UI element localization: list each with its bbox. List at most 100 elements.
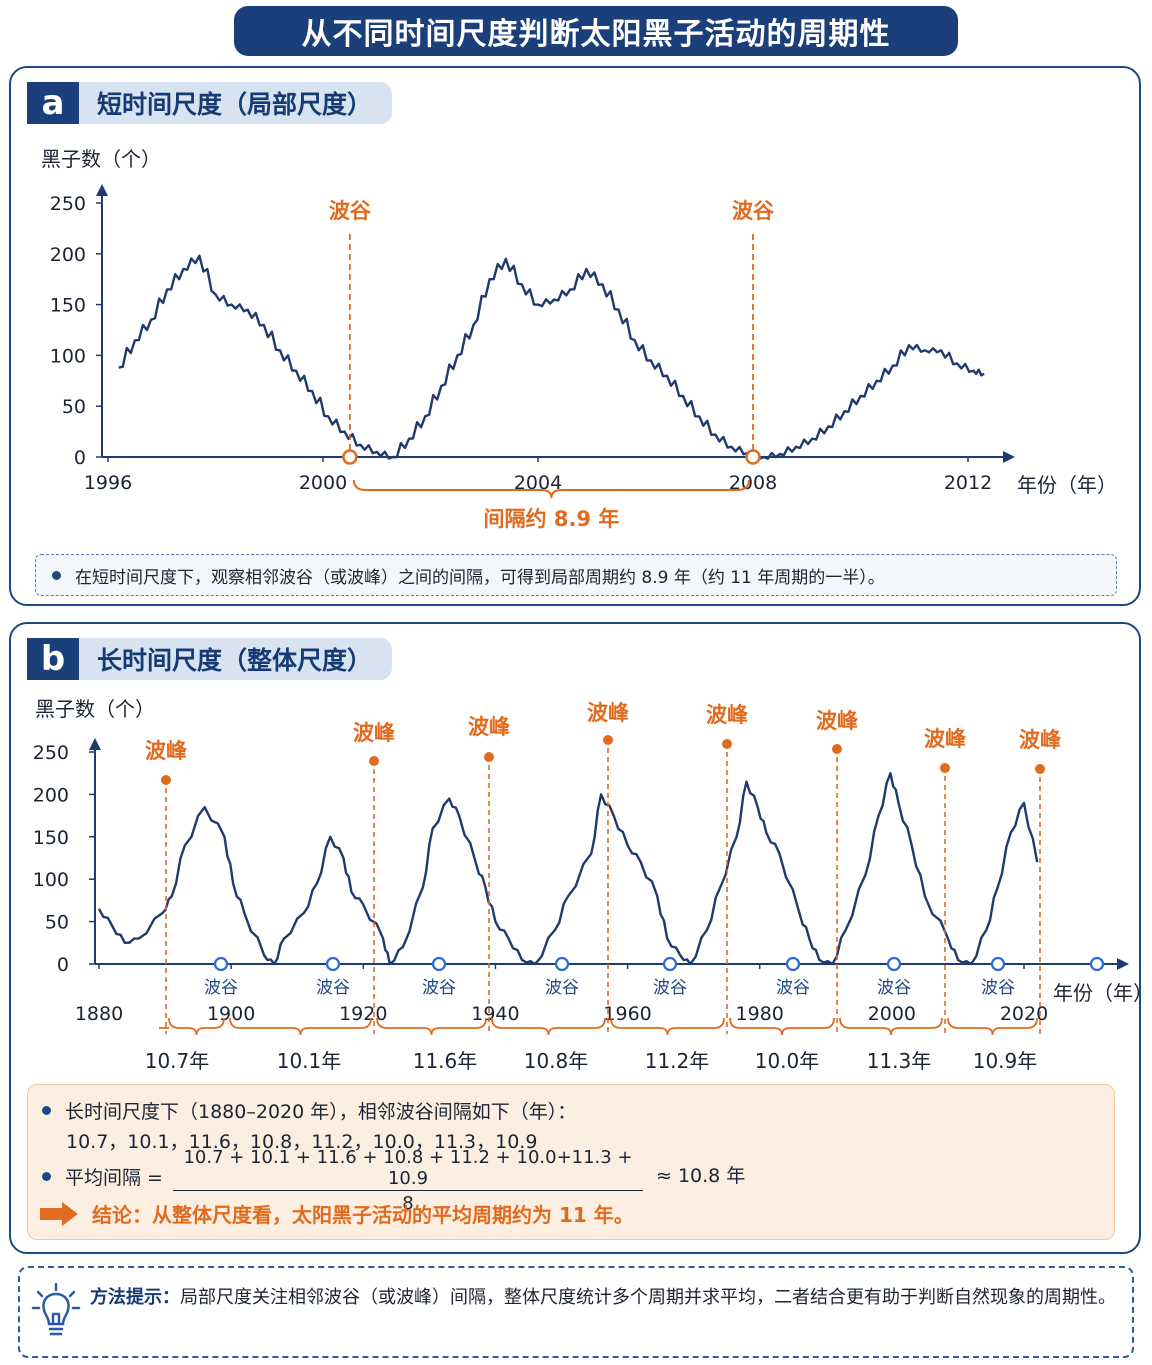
bullet-icon <box>52 570 61 580</box>
y-tick-label: 150 <box>50 295 86 317</box>
panel-a-note: 在短时间尺度下，观察相邻波谷（或波峰）之间的间隔，可得到局部周期约 8.9 年（… <box>35 554 1117 596</box>
trough-marker <box>662 956 678 972</box>
x-tick-label: 1880 <box>75 1003 123 1025</box>
trough-label: 波谷 <box>545 978 579 998</box>
trough-marker <box>554 956 570 972</box>
peak-marker <box>832 744 842 754</box>
x-tick-label: 2004 <box>514 472 562 494</box>
peak-marker <box>940 763 950 773</box>
interval-label: 10.8年 <box>524 1049 589 1073</box>
interval-label: 间隔约 8.9 年 <box>484 507 620 531</box>
trough-label: 波谷 <box>204 978 238 998</box>
y-tick-label: 150 <box>33 827 69 849</box>
summary-line-2: 10.7，10.1，11.6，10.8，11.2，10.0，11.3，10.9 <box>66 1131 538 1153</box>
panel-a-header: a 短时间尺度（局部尺度） <box>27 82 393 124</box>
x-tick-label: 1996 <box>84 472 132 494</box>
average-result: ≈ 10.8 年 <box>656 1165 746 1187</box>
peak-marker <box>1035 764 1045 774</box>
panel-b-title: 长时间尺度（整体尺度） <box>79 638 393 680</box>
y-tick-label: 0 <box>74 447 86 469</box>
trough-marker <box>342 449 358 465</box>
panel-a-badge: a <box>27 82 79 124</box>
average-fraction: 10.7 + 10.1 + 11.6 + 10.8 + 11.2 + 10.0+… <box>173 1147 643 1214</box>
y-tick-label: 100 <box>50 345 86 367</box>
summary-box: 长时间尺度下（1880–2020 年），相邻波谷间隔如下（年）： 10.7，10… <box>27 1084 1115 1240</box>
trough-label: 波谷 <box>732 199 775 223</box>
tip-body: 局部尺度关注相邻波谷（或波峰）间隔，整体尺度统计多个周期并求平均，二者结合更有助… <box>180 1287 1116 1308</box>
trough-label: 波谷 <box>329 199 372 223</box>
interval-brace <box>947 1017 1038 1036</box>
sunspot-curve-short <box>118 254 985 460</box>
panel-a-title: 短时间尺度（局部尺度） <box>79 82 393 124</box>
avg-label-text: 平均间隔 = <box>65 1167 163 1189</box>
trough-label: 波谷 <box>981 978 1015 998</box>
trough-label: 波谷 <box>653 978 687 998</box>
trough-marker <box>785 956 801 972</box>
trough-marker <box>990 956 1006 972</box>
page-title: 从不同时间尺度判断太阳黑子活动的周期性 <box>234 6 958 56</box>
peak-marker <box>603 735 613 745</box>
y-tick-label: 200 <box>33 784 69 806</box>
peak-marker <box>161 775 171 785</box>
trough-label: 波谷 <box>776 978 810 998</box>
x-tick-label: 2020 <box>1000 1003 1048 1025</box>
y-axis-arrow <box>89 738 101 750</box>
trough-marker <box>745 449 761 465</box>
interval-label: 11.2年 <box>645 1049 710 1073</box>
peak-label: 波峰 <box>145 739 187 763</box>
x-axis-arrow <box>1117 958 1129 970</box>
bullet-icon <box>42 1106 51 1115</box>
x-tick-label: 2008 <box>729 472 777 494</box>
y-tick-label: 50 <box>62 396 86 418</box>
panel-a: a 短时间尺度（局部尺度） 黑子数（个） 年份（年） 0 50 100 150 200 250… <box>9 66 1141 606</box>
interval-label: 10.0年 <box>755 1049 820 1073</box>
x-axis-label: 年份（年） <box>1017 473 1117 497</box>
panel-b-badge: b <box>27 638 79 680</box>
peak-label: 波峰 <box>706 703 748 727</box>
conclusion: 结论：从整体尺度看，太阳黑子活动的平均周期约为 11 年。 <box>40 1199 634 1228</box>
x-tick-label: 1940 <box>471 1003 519 1025</box>
interval-label: 10.9年 <box>973 1049 1038 1073</box>
interval-label: 10.1年 <box>277 1049 342 1073</box>
peak-marker <box>722 739 732 749</box>
bullet-icon <box>42 1172 51 1181</box>
x-tick-label: 1960 <box>603 1003 651 1025</box>
sunspot-curve-long <box>97 772 1039 966</box>
summary-line-1: 长时间尺度下（1880–2020 年），相邻波谷间隔如下（年）： <box>42 1097 576 1124</box>
x-tick-label: 2000 <box>299 472 347 494</box>
y-tick-label: 0 <box>57 954 69 976</box>
x-tick-label: 2000 <box>868 1003 916 1025</box>
x-tick-label: 2012 <box>944 472 992 494</box>
y-tick-label: 50 <box>45 912 69 934</box>
conclusion-text: 结论：从整体尺度看，太阳黑子活动的平均周期约为 11 年。 <box>92 1203 634 1227</box>
x-tick-label: 1980 <box>736 1003 784 1025</box>
peak-label: 波峰 <box>587 701 629 725</box>
interval-label: 10.7年 <box>145 1049 210 1073</box>
trough-label: 波谷 <box>877 978 911 998</box>
peak-label: 波峰 <box>353 721 395 745</box>
panel-b-header: b 长时间尺度（整体尺度） <box>27 638 393 680</box>
x-axis-arrow <box>1003 451 1015 463</box>
y-axis-arrow <box>96 184 108 196</box>
summary-avg-label: 平均间隔 = <box>42 1163 163 1190</box>
y-tick-label: 100 <box>33 869 69 891</box>
x-tick-label: 1900 <box>207 1003 255 1025</box>
method-tip: 方法提示：局部尺度关注相邻波谷（或波峰）间隔，整体尺度统计多个周期并求平均，二者… <box>18 1266 1134 1358</box>
trough-label: 波谷 <box>316 978 350 998</box>
y-tick-label: 200 <box>50 244 86 266</box>
interval-bracket <box>352 479 750 499</box>
tip-head: 方法提示： <box>90 1287 180 1308</box>
arrow-right-icon <box>40 1201 78 1226</box>
trough-marker <box>886 956 902 972</box>
interval-brace <box>729 1017 835 1036</box>
fraction-numerator: 10.7 + 10.1 + 11.6 + 10.8 + 11.2 + 10.0+… <box>173 1147 643 1191</box>
chart-b: 黑子数（个） 年份（年） 0 50 100 150 200 250 1880 1900 1920 19… <box>33 697 1152 1073</box>
interval-brace <box>839 1017 943 1036</box>
interval-brace <box>610 1017 725 1036</box>
panel-b: b 长时间尺度（整体尺度） 黑子数（个） 年份（年） 0 50 100 150 200 250… <box>9 622 1152 1254</box>
peak-label: 波峰 <box>468 715 510 739</box>
trough-marker <box>325 956 341 972</box>
peak-label: 波峰 <box>1019 728 1061 752</box>
peak-label: 波峰 <box>924 727 966 751</box>
interval-brace <box>491 1017 606 1036</box>
